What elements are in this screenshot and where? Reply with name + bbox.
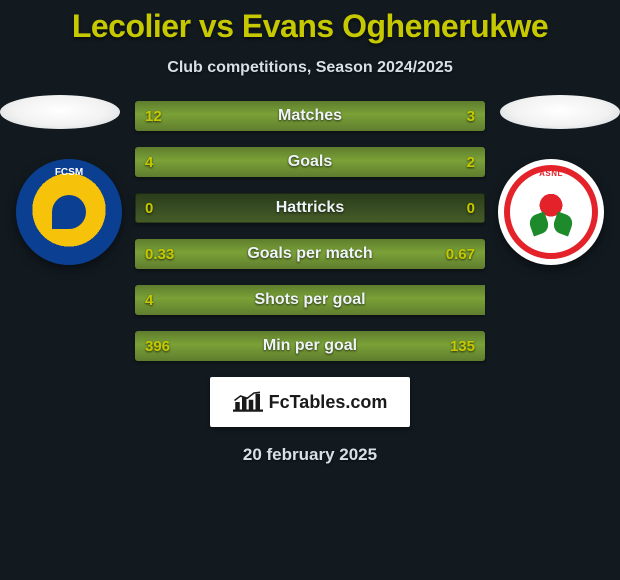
stat-label: Goals: [135, 147, 485, 177]
player1-name: Lecolier: [72, 8, 191, 44]
stat-bar: 0.330.67Goals per match: [135, 239, 485, 269]
spotlight-right: [500, 95, 620, 129]
brand-chart-icon: [233, 391, 263, 413]
stat-label: Goals per match: [135, 239, 485, 269]
thistle-icon: [534, 194, 568, 234]
stat-bar: 42Goals: [135, 147, 485, 177]
stat-bar: 00Hattricks: [135, 193, 485, 223]
stat-label: Matches: [135, 101, 485, 131]
date-text: 20 february 2025: [0, 445, 620, 465]
stat-label: Hattricks: [135, 193, 485, 223]
sochaux-crest-icon: [16, 159, 122, 265]
brand-text: FcTables.com: [269, 392, 388, 413]
stat-bar: 123Matches: [135, 101, 485, 131]
subtitle: Club competitions, Season 2024/2025: [0, 59, 620, 77]
brand-badge[interactable]: FcTables.com: [210, 377, 410, 427]
stat-label: Shots per goal: [135, 285, 485, 315]
club-badge-right: ASNL: [498, 159, 604, 265]
stat-bar: 396135Min per goal: [135, 331, 485, 361]
page-title: Lecolier vs Evans Oghenerukwe: [0, 0, 620, 45]
nancy-crest-icon: ASNL: [498, 159, 604, 265]
stat-bar: 4Shots per goal: [135, 285, 485, 315]
comparison-stage: ASNL 123Matches 42Goals 00Hattricks 0.330.6…: [0, 101, 620, 465]
stat-bars: 123Matches 42Goals 00Hattricks 0.330.67Goal…: [135, 101, 485, 361]
stat-label: Min per goal: [135, 331, 485, 361]
spotlight-left: [0, 95, 120, 129]
club-badge-left: [16, 159, 122, 265]
vs-text: vs: [199, 8, 234, 44]
nancy-abbrev: ASNL: [498, 169, 604, 178]
player2-name: Evans Oghenerukwe: [242, 8, 548, 44]
